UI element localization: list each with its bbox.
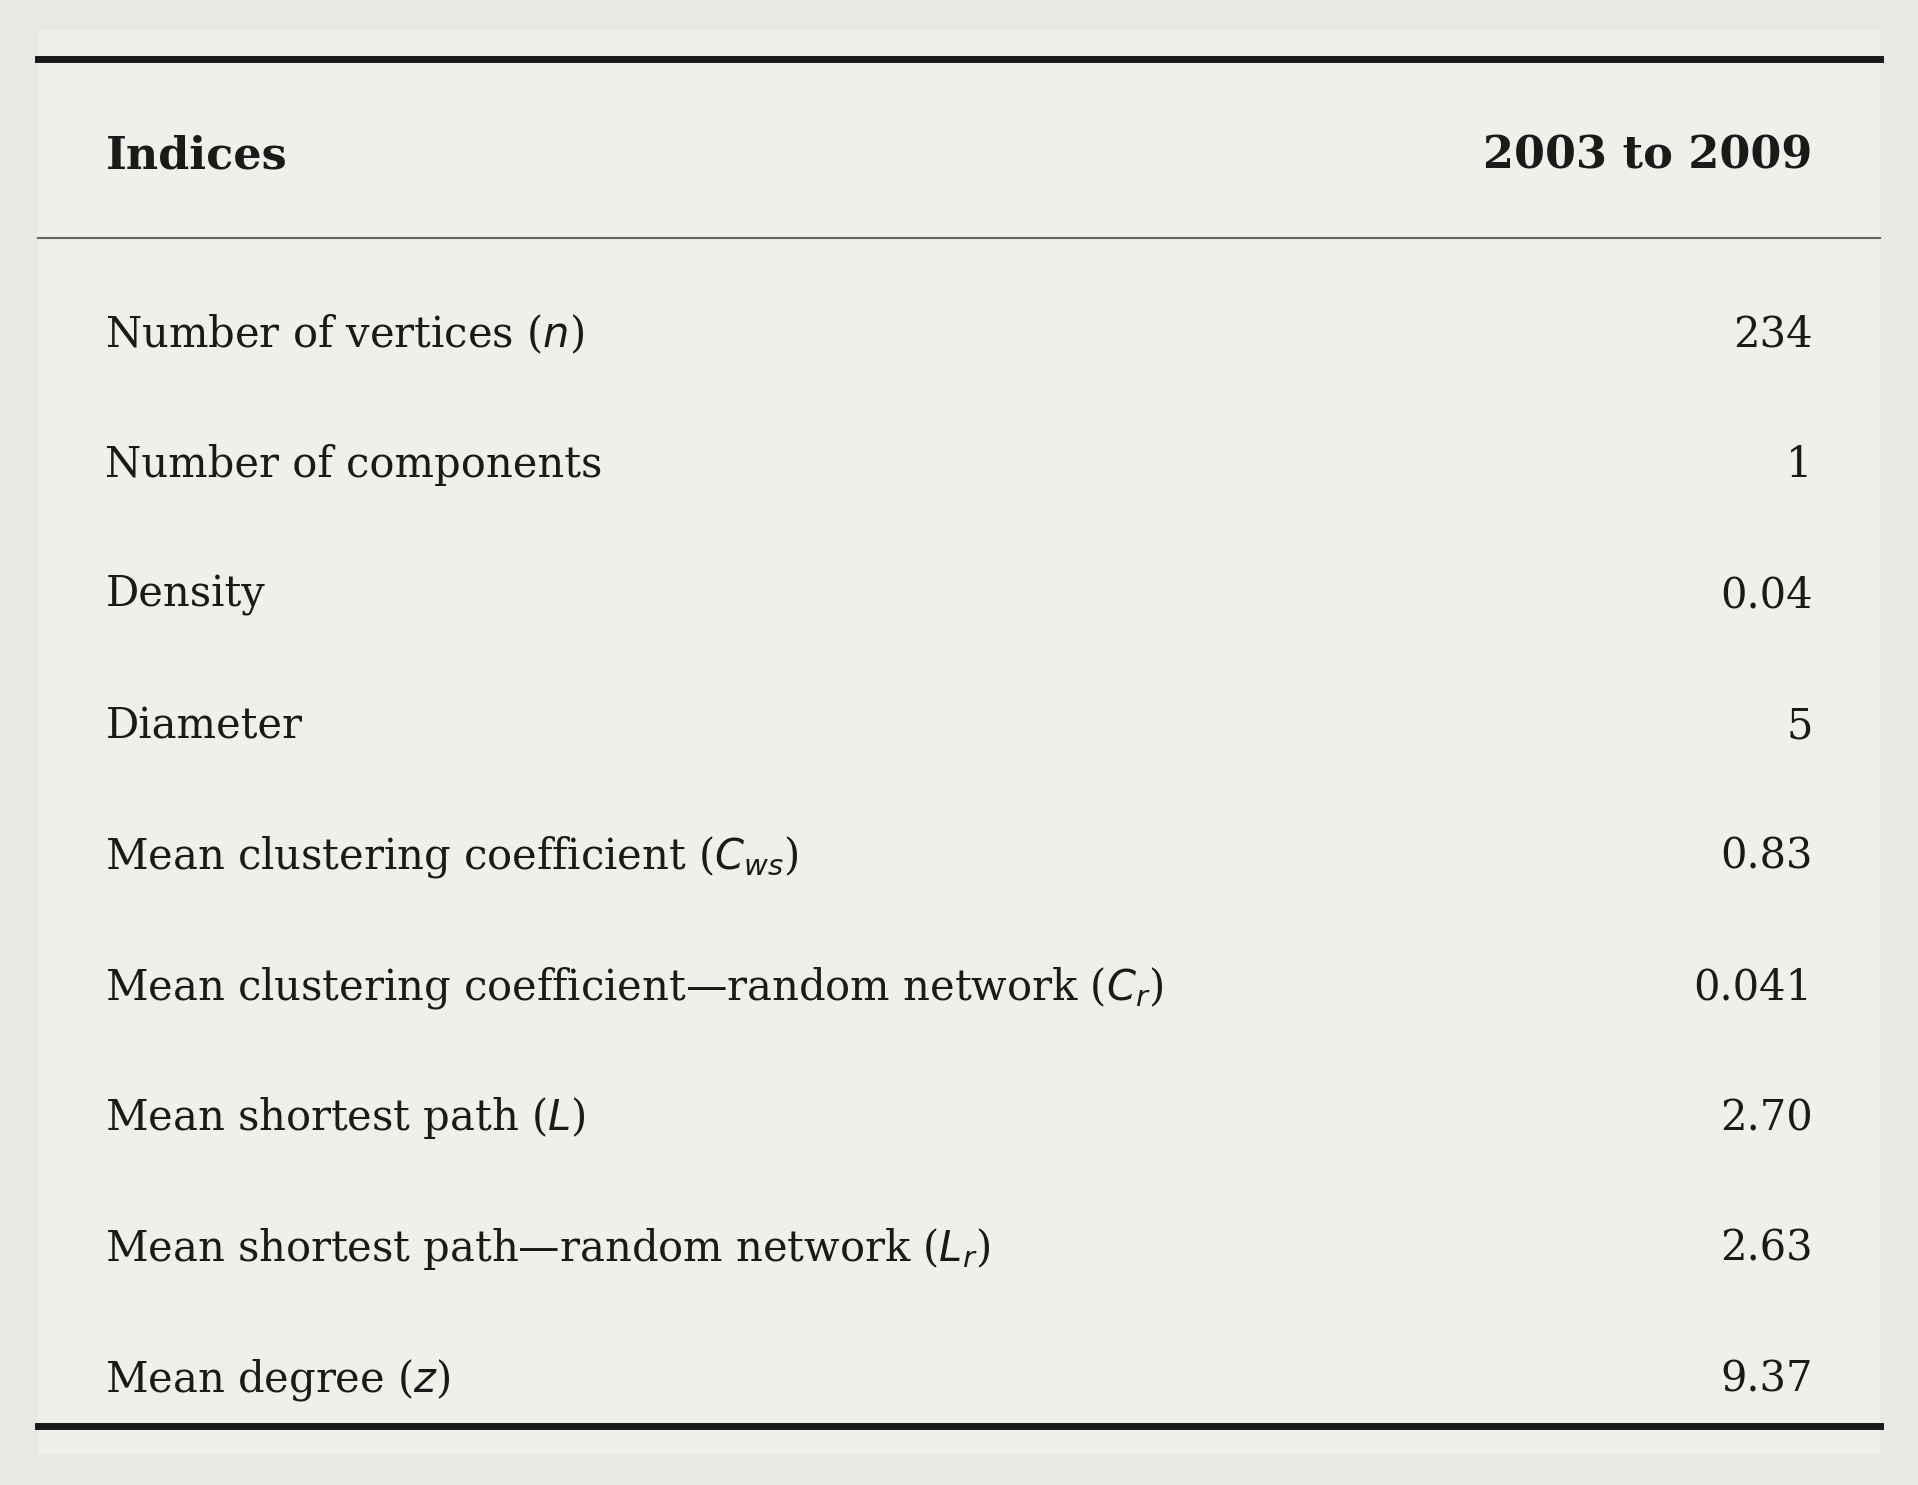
Text: 0.041: 0.041 <box>1694 967 1813 1008</box>
Text: Indices: Indices <box>105 135 288 177</box>
Text: Number of vertices ($n$): Number of vertices ($n$) <box>105 312 585 356</box>
Text: 0.83: 0.83 <box>1720 836 1813 878</box>
Text: 2.63: 2.63 <box>1720 1228 1813 1270</box>
Text: 9.37: 9.37 <box>1720 1359 1813 1400</box>
Text: Diameter: Diameter <box>105 705 303 747</box>
Text: Mean shortest path—random network ($L_r$): Mean shortest path—random network ($L_r$… <box>105 1227 992 1271</box>
Text: 0.04: 0.04 <box>1720 575 1813 616</box>
Text: Mean degree ($z$): Mean degree ($z$) <box>105 1357 451 1402</box>
Text: Mean clustering coefficient—random network ($C_r$): Mean clustering coefficient—random netwo… <box>105 965 1164 1010</box>
Text: 2003 to 2009: 2003 to 2009 <box>1483 135 1813 177</box>
Text: Mean clustering coefficient ($C_{ws}$): Mean clustering coefficient ($C_{ws}$) <box>105 835 800 879</box>
Text: Mean shortest path ($L$): Mean shortest path ($L$) <box>105 1096 587 1140</box>
Text: 5: 5 <box>1786 705 1813 747</box>
Text: 2.70: 2.70 <box>1720 1097 1813 1139</box>
Text: Density: Density <box>105 575 265 616</box>
Text: 1: 1 <box>1786 444 1813 486</box>
Text: 234: 234 <box>1732 313 1813 355</box>
FancyBboxPatch shape <box>38 30 1880 1455</box>
Text: Number of components: Number of components <box>105 444 602 486</box>
